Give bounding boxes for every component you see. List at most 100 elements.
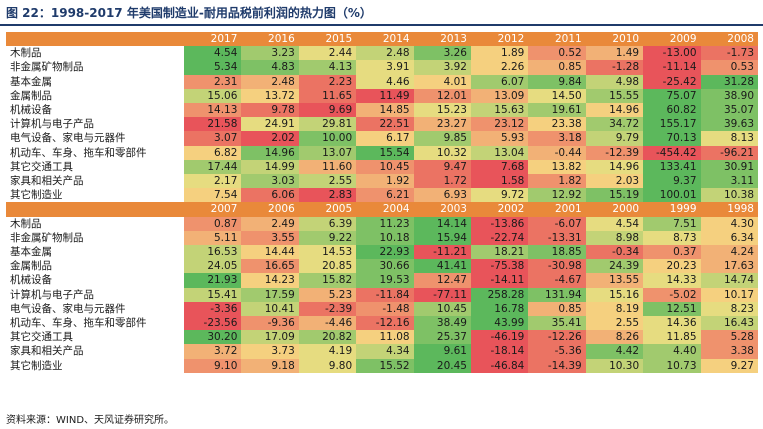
heatmap-cell: 15.52 bbox=[356, 358, 414, 373]
heatmap-cell: 19.61 bbox=[528, 103, 586, 118]
heatmap-cell: 6.21 bbox=[356, 188, 414, 203]
year-header-cell: 2009 bbox=[643, 32, 701, 47]
heatmap-cell: 0.53 bbox=[700, 60, 758, 75]
heatmap-cell: 21.58 bbox=[184, 117, 242, 132]
heatmap-cell: 2.83 bbox=[298, 188, 357, 203]
heatmap-cell: 0.85 bbox=[528, 301, 586, 317]
heatmap-cell: -0.44 bbox=[528, 145, 586, 160]
row-label: 计算机与电子产品 bbox=[6, 117, 184, 132]
heatmap-cell: 14.23 bbox=[241, 273, 299, 288]
heatmap-cell: 43.99 bbox=[470, 316, 529, 331]
heatmap-cell: 3.73 bbox=[241, 344, 299, 359]
heatmap-cell: -46.19 bbox=[470, 330, 529, 345]
heatmap-cell: 12.92 bbox=[528, 188, 586, 203]
heatmap-cell: 2.31 bbox=[184, 74, 242, 89]
heatmap-cell: 1.89 bbox=[470, 46, 529, 61]
heatmap-row: 基本金属 16.53 14.44 14.53 22.93 -11.21 18.21 18.85… bbox=[6, 245, 758, 260]
heatmap-cell: 3.38 bbox=[700, 344, 758, 359]
heatmap-cell: 4.13 bbox=[298, 60, 357, 75]
heatmap-cell: -12.39 bbox=[585, 145, 644, 160]
year-header-cell: 2005 bbox=[298, 202, 357, 217]
heatmap-cell: 3.18 bbox=[528, 131, 586, 146]
heatmap-cell: 16.43 bbox=[700, 316, 758, 331]
year-header-cell: 2017 bbox=[184, 32, 242, 47]
heatmap-cell: -1.48 bbox=[356, 301, 414, 317]
row-label: 非金属矿物制品 bbox=[6, 230, 184, 246]
row-label: 其它交通工具 bbox=[6, 330, 184, 345]
heatmap-cell: 10.41 bbox=[241, 301, 299, 317]
heatmap-cell: 24.05 bbox=[184, 259, 242, 274]
year-header-cell: 2012 bbox=[470, 32, 529, 47]
heatmap-cell: 4.83 bbox=[241, 60, 299, 75]
heatmap-cell: -0.34 bbox=[585, 245, 644, 260]
heatmap-cell: 23.38 bbox=[528, 117, 586, 132]
heatmap-row: 金属制品 15.06 13.72 11.65 11.49 12.01 13.09 14.50 1… bbox=[6, 88, 758, 104]
heatmap-cell: -9.36 bbox=[241, 316, 299, 331]
heatmap-cell: 25.37 bbox=[413, 330, 471, 345]
heatmap-cell: 0.85 bbox=[528, 60, 586, 75]
heatmap-cell: 4.01 bbox=[413, 74, 471, 89]
heatmap-cell: 20.82 bbox=[298, 330, 357, 345]
row-label: 其它制造业 bbox=[6, 188, 184, 203]
heatmap-cell: 8.19 bbox=[585, 301, 644, 317]
heatmap-cell: -1.28 bbox=[585, 60, 644, 75]
heatmap-cell: 17.63 bbox=[700, 259, 758, 274]
heatmap-cell: 16.53 bbox=[184, 245, 242, 260]
heatmap-cell: 30.66 bbox=[356, 259, 414, 274]
row-label: 机动车、车身、拖车和零部件 bbox=[6, 145, 184, 160]
chart-title: 图 22：1998-2017 年美国制造业-耐用品税前利润的热力图（%） bbox=[6, 6, 372, 20]
heatmap-cell: 9.69 bbox=[298, 103, 357, 118]
heatmap-cell: -77.11 bbox=[413, 287, 471, 302]
heatmap-cell: 19.53 bbox=[356, 273, 414, 288]
heatmap-cell: 22.93 bbox=[356, 245, 414, 260]
heatmap-cell: 14.85 bbox=[356, 103, 414, 118]
heatmap-cell: 10.45 bbox=[413, 301, 471, 317]
heatmap-cell: 11.49 bbox=[356, 88, 414, 104]
row-label: 计算机与电子产品 bbox=[6, 287, 184, 302]
heatmap-cell: -11.84 bbox=[356, 287, 414, 302]
heatmap-cell: 9.10 bbox=[184, 358, 242, 373]
heatmap-cell: 38.49 bbox=[413, 316, 471, 331]
heatmap-cell: 6.06 bbox=[241, 188, 299, 203]
heatmap-cell: 35.41 bbox=[528, 316, 586, 331]
heatmap-row: 计算机与电子产品 15.41 17.59 5.23 -11.84 -77.11 258.28… bbox=[6, 287, 758, 302]
heatmap-cell: 8.23 bbox=[700, 301, 758, 317]
heatmap-cell: 9.85 bbox=[413, 131, 471, 146]
heatmap-cell: 5.93 bbox=[470, 131, 529, 146]
heatmap-cell: 13.09 bbox=[470, 88, 529, 104]
heatmap-cell: 13.07 bbox=[298, 145, 357, 160]
heatmap-row: 机动车、车身、拖车和零部件 -23.56 -9.36 -4.46 -12.16 38.49… bbox=[6, 316, 758, 331]
heatmap-cell: 9.61 bbox=[413, 344, 471, 359]
heatmap-cell: 60.82 bbox=[643, 103, 701, 118]
heatmap-cell: 15.19 bbox=[585, 188, 644, 203]
heatmap-cell: 8.26 bbox=[585, 330, 644, 345]
row-label: 家具和相关产品 bbox=[6, 344, 184, 359]
heatmap-cell: 14.96 bbox=[585, 103, 644, 118]
heatmap-row: 非金属矿物制品 5.34 4.83 4.13 3.91 3.92 2.26 0.85 -1.28… bbox=[6, 60, 758, 75]
heatmap-cell: 9.22 bbox=[298, 230, 357, 246]
heatmap-cell: 20.23 bbox=[643, 259, 701, 274]
heatmap-cell: 29.81 bbox=[298, 117, 357, 132]
heatmap-cell: 30.91 bbox=[700, 159, 758, 175]
heatmap-cell: 11.23 bbox=[356, 216, 414, 231]
heatmap-cell: 1.82 bbox=[528, 174, 586, 189]
heatmap-cell: 12.01 bbox=[413, 88, 471, 104]
heatmap-cell: 22.51 bbox=[356, 117, 414, 132]
heatmap-cell: 14.53 bbox=[298, 245, 357, 260]
heatmap-cell: 4.46 bbox=[356, 74, 414, 89]
heatmap-cell: -5.02 bbox=[643, 287, 701, 302]
heatmap-cell: -13.86 bbox=[470, 216, 529, 231]
heatmap-cell: -11.21 bbox=[413, 245, 471, 260]
heatmap-row: 金属制品 24.05 16.65 20.85 30.66 41.41 -75.38 -30.9… bbox=[6, 259, 758, 274]
heatmap-cell: -4.67 bbox=[528, 273, 586, 288]
heatmap-cell: 41.41 bbox=[413, 259, 471, 274]
heatmap-cell: 3.07 bbox=[184, 131, 242, 146]
heatmap-cell: -30.98 bbox=[528, 259, 586, 274]
heatmap-cell: 14.44 bbox=[241, 245, 299, 260]
heatmap-cell: 4.98 bbox=[585, 74, 644, 89]
heatmap-cell: -12.16 bbox=[356, 316, 414, 331]
heatmap-cell: 10.32 bbox=[413, 145, 471, 160]
heatmap-cell: 5.34 bbox=[184, 60, 242, 75]
heatmap-cell: 13.72 bbox=[241, 88, 299, 104]
year-header-cell: 2001 bbox=[528, 202, 586, 217]
